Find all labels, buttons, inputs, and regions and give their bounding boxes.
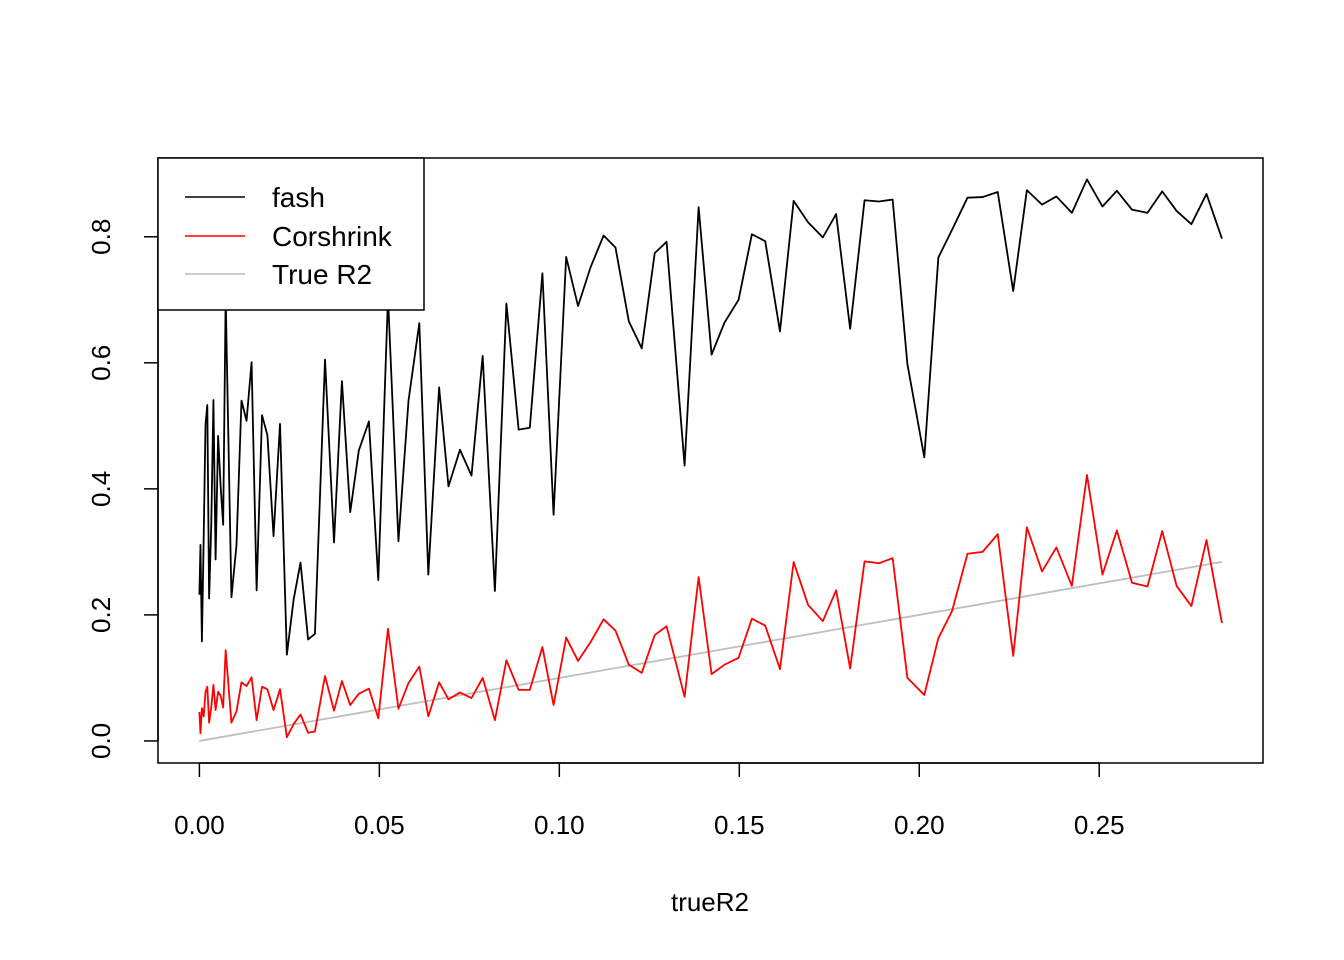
x-tick-label: 0.10 [534,810,585,840]
y-tick-label: 0.0 [86,723,116,759]
series-line-true-r2 [199,561,1223,742]
x-tick-label: 0.20 [894,810,945,840]
legend-label-true-r2: True R2 [272,259,372,290]
series-line-fash [198,178,1223,656]
y-tick-label: 0.6 [86,345,116,381]
x-tick-label: 0.15 [714,810,765,840]
x-tick-label: 0.25 [1074,810,1125,840]
x-tick-label: 0.05 [354,810,405,840]
y-tick-label: 0.2 [86,597,116,633]
x-ticks: 0.00 0.05 0.10 0.15 0.20 0.25 [174,763,1125,840]
x-axis-label: trueR2 [671,887,749,917]
legend: fash Corshrink True R2 [157,157,425,311]
x-axis: 0.00 0.05 0.10 0.15 0.20 0.25 [174,762,1125,840]
legend-label-fash: fash [272,182,325,213]
y-ticks: 0.0 0.2 0.4 0.6 0.8 [86,219,158,759]
series-layer [198,178,1223,742]
y-tick-label: 0.8 [86,219,116,255]
x-tick-label: 0.00 [174,810,225,840]
legend-label-corshrink: Corshrink [272,221,393,252]
y-axis: 0.0 0.2 0.4 0.6 0.8 [86,219,159,759]
series-line-corshrink [198,474,1223,739]
legend-box [157,157,425,311]
y-tick-label: 0.4 [86,471,116,507]
